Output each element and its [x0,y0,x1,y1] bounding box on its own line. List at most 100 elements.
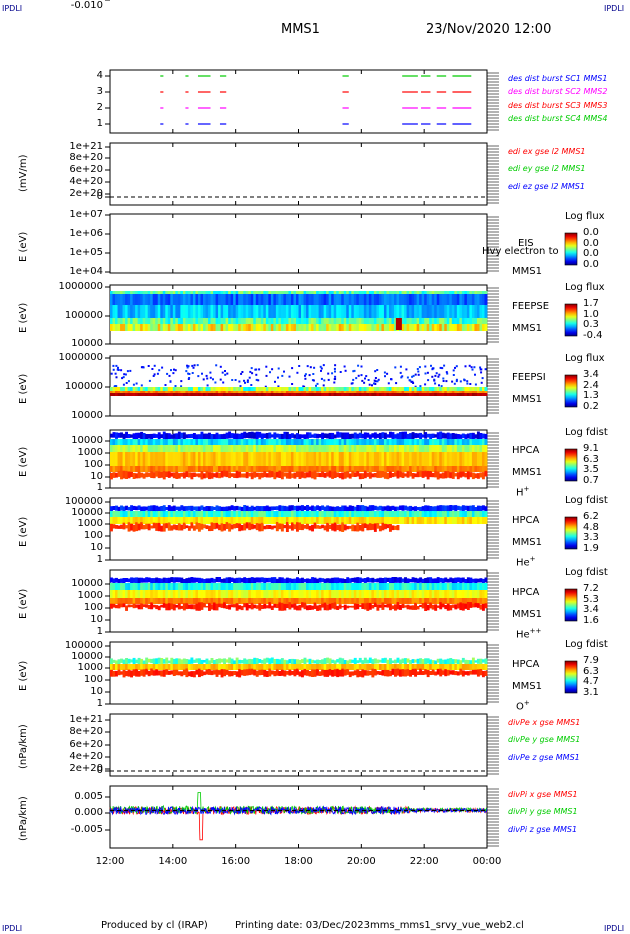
colorbar-eis [564,232,578,266]
y-tick-label-burst: 3 [96,86,103,97]
y-tick-label-hpca_hepp: 100 [83,602,103,613]
colorbar-feepsi [564,374,578,408]
y-tick-label-divpi: 0.000 [74,807,103,818]
y-tick-label-edi: 0 [96,191,103,202]
colorbar-title-hpca_he: Log fdist [565,495,608,506]
overlay-text-eis: Hvy electron to [482,246,559,257]
y-tick-label-hpca_hepp: 1000 [77,590,103,601]
colorbar-title-feepse: Log flux [565,282,605,293]
panel-frame-edi [109,142,488,206]
y-tick-label-divpi: -0.010 [70,0,103,11]
colorbar-tick-feepsi: 1.3 [583,390,599,402]
y-tick-label-eis: 1e+06 [69,228,103,239]
footer-produced: Produced by cl (IRAP) [101,920,208,931]
colorbar-tick-eis: 0.0 [583,237,599,249]
panel-frame-divpi [109,785,488,849]
colorbar-tick-hpca_he: 6.2 [583,511,599,522]
y-tick-label-divpi: -0.005 [70,824,103,835]
colorbar-tick-hpca_he: 4.8 [583,521,599,533]
y-tick-label-feepsi: 1000000 [58,352,103,363]
y-tick-label-feepse: 10000 [71,338,103,349]
y-tick-label-divpe: 4e+20 [69,751,103,762]
feepse-hot-spot [395,318,402,330]
y-tick-label-hpca_he: 10 [90,542,103,553]
y-tick-label-hpca_hepp: 10 [90,614,103,625]
colorbar-tick-hpca_o: 4.7 [583,676,599,688]
colorbar-tick-hpca_h: 9.1 [583,443,599,454]
colorbar-title-hpca_o: Log fdist [565,639,608,650]
colorbar-tick-hpca_h: 6.3 [583,453,599,465]
colorbar-title-feepsi: Log flux [565,353,605,364]
legend-entry-divpi: divPi x gse MMS1 [508,790,578,799]
spectrogram-hpca_o [110,657,488,678]
colorbar-tick-hpca_h: 0.7 [583,475,599,486]
colorbar-tick-hpca_he: 1.9 [583,543,599,554]
y-tick-label-hpca_o: 10 [90,686,103,697]
y-tick-label-hpca_he: 10000 [71,507,103,518]
instrument-label-hpca_h: HPCA [512,445,540,456]
spectrogram-hpca_hepp [110,577,488,611]
x-tick-label: 20:00 [346,856,376,867]
colorbar-tick-feepsi: 3.4 [583,369,599,380]
colorbar-tick-eis: 0.0 [583,248,599,260]
species-charge: + [523,699,530,707]
y-tick-label-hpca_hepp: 10000 [71,578,103,589]
y-tick-label-eis: 1e+07 [69,209,103,220]
x-tick-label: 00:00 [472,856,502,867]
colorbar-tick-eis: 0.0 [583,227,599,238]
x-tick-label: 16:00 [221,856,251,867]
y-tick-label-edi: 8e+20 [69,152,103,163]
corner-label-bottom-left: IPDLI [2,924,23,933]
colorbar-tick-hpca_o: 3.1 [583,687,599,698]
species-charge: + [523,485,530,493]
colorbar-tick-feepsi: 0.2 [583,401,599,412]
spectrogram-feepsi [110,387,488,396]
legend-entry-divpe: divPe x gse MMS1 [508,718,581,727]
legend-entry-edi: edi ex gse l2 MMS1 [508,147,586,156]
y-tick-label-divpe: 1e+21 [69,714,103,725]
spacecraft-label-eis: MMS1 [512,266,542,277]
spacecraft-label-feepse: MMS1 [512,322,542,334]
y-tick-label-edi: 6e+20 [69,164,103,175]
y-tick-label-hpca_he: 1000 [77,518,103,529]
spacecraft-title: MMS1 [281,22,320,37]
spacecraft-label-hpca_he: MMS1 [512,537,542,548]
y-tick-label-hpca_h: 1 [96,482,103,493]
y-tick-label-eis: 1e+04 [69,266,103,277]
colorbar-title-hpca_hepp: Log fdist [565,567,608,578]
instrument-label-hpca_he: HPCA [512,515,540,526]
y-tick-label-hpca_he: 100000 [64,496,103,507]
date-title: 23/Nov/2020 12:00 [426,22,552,37]
legend-entry-divpi: divPi y gse MMS1 [508,807,578,817]
legend-entry-divpi: divPi z gse MMS1 [508,824,578,834]
y-axis-label-eis: E (eV) [18,231,29,262]
x-tick-label: 12:00 [95,856,125,867]
y-axis-label-divpe: (nPa/km) [18,724,29,769]
y-tick-label-hpca_he: 100 [83,530,103,541]
footer-printing-date: Printing date: 03/Dec/2023 [235,920,371,931]
panel-frame-divpe [109,713,488,777]
y-axis-label-hpca_o: E (eV) [18,660,29,691]
legend-entry-divpe: divPe y gse MMS1 [508,735,581,745]
y-tick-label-hpca_he: 1 [96,554,103,565]
colorbar-tick-hpca_hepp: 3.4 [583,604,599,616]
corner-label-bottom-right: IPDLI [604,924,625,933]
species-charge: ++ [529,627,542,635]
colorbar-tick-feepse: 0.3 [583,319,599,331]
colorbar-tick-hpca_hepp: 5.3 [583,593,599,605]
legend-entry-burst: des dist burst SC3 MMS3 [508,100,608,110]
legend-entry-burst: des dist burst SC1 MMS1 [508,74,608,83]
y-tick-label-feepse: 1000000 [58,281,103,292]
colorbar-tick-feepse: 1.7 [583,298,599,309]
spectrogram-hpca_he [110,505,488,532]
spectrogram-hpca_h [110,431,488,480]
y-tick-label-burst: 2 [96,102,103,113]
species-label-hpca_he: He+ [516,555,536,569]
y-tick-label-hpca_o: 1000 [77,662,103,673]
y-axis-label-feepsi: E (eV) [18,373,29,404]
y-tick-label-divpi: 0.005 [74,791,103,802]
colorbar-tick-hpca_he: 3.3 [583,532,599,544]
colorbar-tick-hpca_hepp: 7.2 [583,583,599,594]
x-tick-label: 14:00 [158,856,188,867]
